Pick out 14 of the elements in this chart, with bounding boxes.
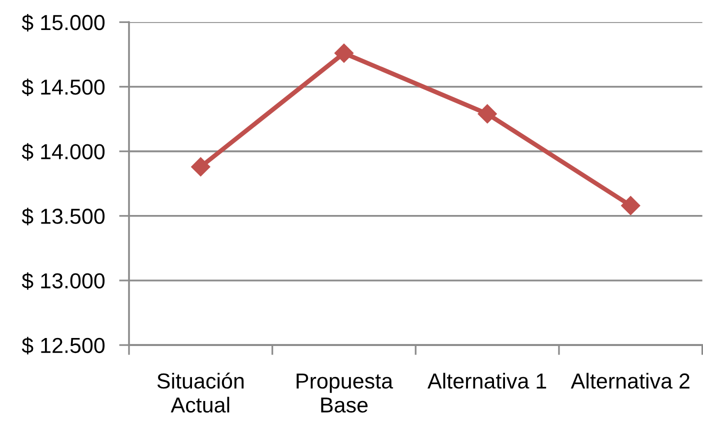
x-tick-label: Alternativa 1 [428,372,546,389]
y-tick-label: $ 14.500 [22,78,105,96]
y-tick-label: $ 13.000 [22,272,105,290]
x-tick-label: Situación Actual [157,372,244,413]
point [478,104,497,124]
y-tick-label: $ 14.000 [22,143,105,161]
y-tick-label: $ 12.500 [22,336,105,354]
x-tick-label: Alternativa 2 [570,372,690,389]
point [191,157,210,176]
y-tick-label: $ 13.500 [22,208,105,226]
point [334,44,354,63]
y-tick-label: $ 15.000 [22,14,105,32]
x-tick-label: Propuesta Base [296,374,394,413]
point [621,196,640,216]
